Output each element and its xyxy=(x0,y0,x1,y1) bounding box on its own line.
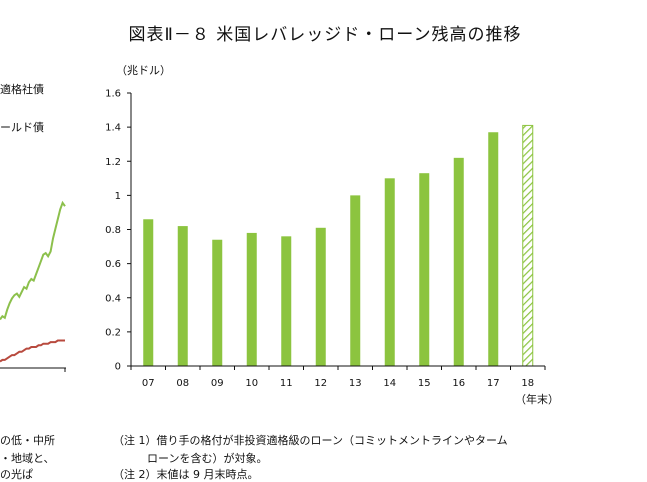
bar-08 xyxy=(177,226,188,366)
left-note-line-1: の低・中所 xyxy=(0,434,55,447)
left-series-line xyxy=(0,200,66,321)
x-tick-label-15: 15 xyxy=(418,378,431,389)
bar-18 xyxy=(522,124,534,367)
x-tick-label-07: 07 xyxy=(142,378,155,389)
bar-11 xyxy=(281,236,292,366)
y-axis-unit: （兆ドル） xyxy=(116,64,171,77)
x-tick-label-09: 09 xyxy=(211,378,224,389)
y-tick-label: 0.2 xyxy=(105,327,121,338)
x-tick-label-16: 16 xyxy=(452,378,465,389)
x-tick-label-18: 18 xyxy=(521,378,534,389)
y-tick-label: 0.4 xyxy=(105,293,121,304)
x-tick-label-08: 08 xyxy=(176,378,189,389)
left-panel-line-chart xyxy=(0,200,66,372)
left-legend-high-yield: ールド債 xyxy=(0,121,44,134)
x-tick-label-17: 17 xyxy=(487,378,500,389)
x-axis-unit: （年末） xyxy=(515,393,559,406)
x-tick-label-11: 11 xyxy=(280,378,293,389)
left-note-line-2: ・地域と、 xyxy=(0,452,55,465)
chart-title: 図表Ⅱ－８ 米国レバレッジド・ローン残高の推移 xyxy=(128,25,522,45)
bar-09 xyxy=(212,239,223,366)
y-tick-label: 0 xyxy=(115,362,121,373)
y-tick-label: 0.6 xyxy=(105,259,121,270)
bar-16 xyxy=(453,157,464,366)
note-1: （注 1）借り手の格付が非投資適格級のローン（コミットメントラインやターム xyxy=(113,434,508,447)
bar-17 xyxy=(488,132,499,366)
bar-14 xyxy=(384,178,395,366)
note-1-cont: ローンを含む）が対象。 xyxy=(147,452,268,465)
x-tick-label-13: 13 xyxy=(349,378,362,389)
bar-series xyxy=(143,124,534,367)
y-tick-label: 1.2 xyxy=(105,157,121,168)
x-tick-label-12: 12 xyxy=(314,378,327,389)
bar-10 xyxy=(246,232,257,366)
x-tick-label-10: 10 xyxy=(245,378,258,389)
y-tick-label: 1.6 xyxy=(105,89,121,100)
bar-15 xyxy=(419,173,430,366)
chart-axes: 0 0.2 0.4 0.6 0.8 1 1.2 1.4 1.6 07 08 09 10 11 12 13 14 1… xyxy=(105,89,546,389)
y-tick-label: 1.4 xyxy=(105,123,121,134)
x-tick-label-14: 14 xyxy=(383,378,396,389)
y-tick-label: 0.8 xyxy=(105,225,121,236)
leveraged-loan-bar-chart: 0 0.2 0.4 0.6 0.8 1 1.2 1.4 1.6 07 08 09 10 11 12 13 14 1… xyxy=(0,89,546,389)
left-series-line xyxy=(0,339,65,363)
bar-13 xyxy=(350,195,361,366)
y-tick-label: 1 xyxy=(115,191,121,202)
left-legend-investment-grade: 適格社債 xyxy=(0,83,44,96)
bar-07 xyxy=(143,219,154,366)
bar-12 xyxy=(315,227,326,366)
